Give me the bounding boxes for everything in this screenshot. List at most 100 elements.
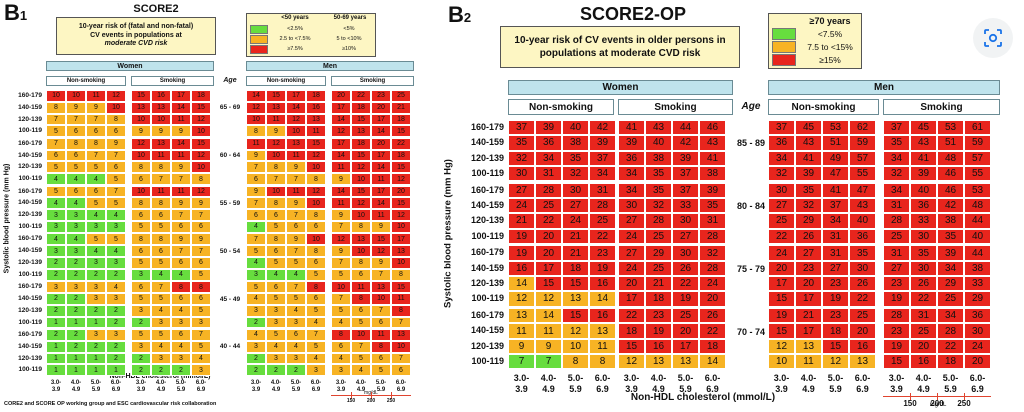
risk-cell-men-smoking: 4 (351, 364, 371, 377)
risk-cell-women-smoking: 3 (131, 340, 151, 353)
risk-cell-women-smoking: 35 (645, 182, 672, 198)
legend-label: <2.5% (287, 26, 303, 32)
risk-cell-men-non-smoking: 5 (286, 257, 306, 269)
risk-cell-women-non-smoking: 38 (562, 135, 589, 151)
risk-cell-men-non-smoking: 4 (246, 329, 266, 341)
risk-cell-women-non-smoking: 4 (86, 209, 106, 221)
risk-cell-men-non-smoking: 3 (246, 340, 266, 353)
risk-cell-women-smoking: 2 (131, 352, 151, 365)
legend-swatch-orange (772, 41, 796, 53)
risk-cell-men-non-smoking: 11 (246, 137, 266, 150)
risk-cell-women-non-smoking: 16 (589, 276, 616, 292)
risk-cell-women-smoking: 11 (151, 185, 171, 198)
risk-cell-men-smoking: 33 (964, 276, 991, 292)
risk-cell-men-smoking: 6 (371, 352, 391, 365)
risk-cell-men-non-smoking: 7 (286, 245, 306, 257)
score2-description-box: 10-year risk of (fatal and non-fatal) CV… (56, 17, 216, 55)
risk-cell-women-smoking: 5 (131, 221, 151, 233)
risk-cell-women-non-smoking: 3 (86, 221, 106, 233)
risk-cell-women-non-smoking: 4 (86, 245, 106, 257)
risk-cell-men-non-smoking: 2 (246, 352, 266, 365)
risk-cell-women-smoking: 12 (191, 113, 211, 126)
risk-cell-women-smoking: 5 (151, 329, 171, 341)
risk-cell-women-non-smoking: 21 (562, 228, 589, 244)
risk-cell-women-smoking: 5 (131, 257, 151, 269)
mgdl-tick-mark (937, 393, 938, 401)
risk-cell-men-smoking: 15 (391, 197, 411, 210)
risk-cell-men-smoking: 20 (371, 137, 391, 150)
risk-cell-women-smoking: 36 (618, 150, 645, 166)
risk-cell-men-non-smoking: 7 (246, 197, 266, 210)
sbp-row-label: 140-159 (18, 103, 42, 111)
risk-cell-women-smoking: 4 (171, 340, 191, 353)
risk-cell-women-smoking: 11 (171, 185, 191, 198)
risk-cell-women-non-smoking: 8 (589, 354, 616, 370)
women-header: Women (46, 61, 214, 71)
score2-op-desc-line1: 10-year risk of CV events in older perso… (514, 34, 726, 46)
risk-cell-men-smoking: 10 (391, 257, 411, 269)
women-header: Women (508, 80, 733, 95)
risk-cell-men-non-smoking: 34 (768, 150, 795, 166)
risk-cell-women-non-smoking: 4 (46, 197, 66, 210)
risk-cell-women-smoking: 19 (672, 291, 699, 307)
risk-cell-men-smoking: 13 (351, 125, 371, 138)
sbp-row-label: 140-159 (470, 200, 504, 210)
risk-cell-men-smoking: 20 (371, 101, 391, 114)
risk-cell-women-smoking: 30 (672, 245, 699, 261)
risk-cell-women-smoking: 20 (672, 323, 699, 339)
risk-cell-women-non-smoking: 11 (535, 323, 562, 339)
risk-cell-men-non-smoking: 19 (822, 291, 849, 307)
sbp-row-label: 100-119 (18, 318, 43, 326)
risk-cell-women-smoking: 38 (699, 165, 726, 182)
risk-cell-men-non-smoking: 13 (306, 113, 326, 126)
risk-cell-women-smoking: 27 (672, 228, 699, 244)
cholesterol-tick-label: 6.0- 6.9 (395, 379, 407, 394)
sbp-row-label: 140-159 (470, 262, 504, 273)
risk-cell-men-smoking: 8 (351, 293, 371, 305)
risk-cell-women-non-smoking: 15 (562, 308, 589, 324)
risk-cell-men-non-smoking: 6 (246, 173, 266, 185)
risk-cell-men-smoking: 10 (331, 281, 351, 293)
risk-cell-men-non-smoking: 18 (822, 323, 849, 339)
risk-cell-men-smoking: 41 (910, 150, 937, 166)
risk-cell-men-non-smoking: 4 (286, 340, 306, 353)
risk-cell-men-smoking: 12 (331, 233, 351, 246)
risk-cell-women-smoking: 11 (171, 149, 191, 162)
risk-cell-women-non-smoking: 5 (106, 233, 126, 246)
risk-cell-women-non-smoking: 19 (589, 260, 616, 276)
risk-cell-women-non-smoking: 6 (106, 125, 126, 138)
risk-cell-women-non-smoking: 22 (589, 228, 616, 244)
risk-cell-men-non-smoking: 9 (286, 233, 306, 246)
risk-cell-men-smoking: 55 (964, 165, 991, 182)
risk-cell-men-non-smoking: 5 (306, 304, 326, 317)
risk-cell-women-non-smoking: 21 (508, 213, 535, 229)
sbp-row-label: 120-139 (18, 211, 42, 219)
legend-swatch-green (772, 28, 796, 40)
risk-cell-women-smoking: 5 (131, 293, 151, 305)
risk-cell-men-non-smoking: 7 (286, 173, 306, 185)
risk-cell-women-non-smoking: 2 (66, 293, 86, 305)
sbp-row-label: 100-119 (18, 175, 43, 183)
risk-cell-women-non-smoking: 1 (66, 352, 86, 365)
risk-cell-women-non-smoking: 7 (508, 354, 535, 370)
risk-cell-men-smoking: 17 (331, 137, 351, 150)
risk-cell-men-non-smoking: 37 (768, 120, 795, 136)
sbp-row-label: 120-139 (18, 115, 42, 123)
risk-cell-women-non-smoking: 2 (66, 257, 86, 269)
risk-cell-women-non-smoking: 19 (508, 245, 535, 261)
risk-cell-men-non-smoking: 12 (266, 137, 286, 150)
risk-cell-women-smoking: 16 (151, 90, 171, 102)
men-non-smoking-header: Non-smoking (768, 99, 879, 115)
lens-icon[interactable] (973, 18, 1013, 58)
sbp-row-label: 160-179 (18, 235, 42, 243)
risk-cell-men-smoking: 20 (910, 338, 937, 354)
risk-cell-men-smoking: 46 (937, 182, 964, 198)
risk-cell-men-smoking: 5 (351, 316, 371, 329)
risk-cell-men-smoking: 8 (371, 340, 391, 353)
cholesterol-tick-label: 4.0- 4.9 (270, 379, 282, 394)
cholesterol-tick-label: 3.0- 3.9 (773, 372, 790, 395)
age-group-label: 75 - 79 (736, 263, 766, 274)
risk-cell-men-smoking: 10 (351, 173, 371, 185)
risk-cell-women-non-smoking: 7 (86, 113, 106, 126)
risk-cell-women-non-smoking: 2 (46, 304, 66, 317)
